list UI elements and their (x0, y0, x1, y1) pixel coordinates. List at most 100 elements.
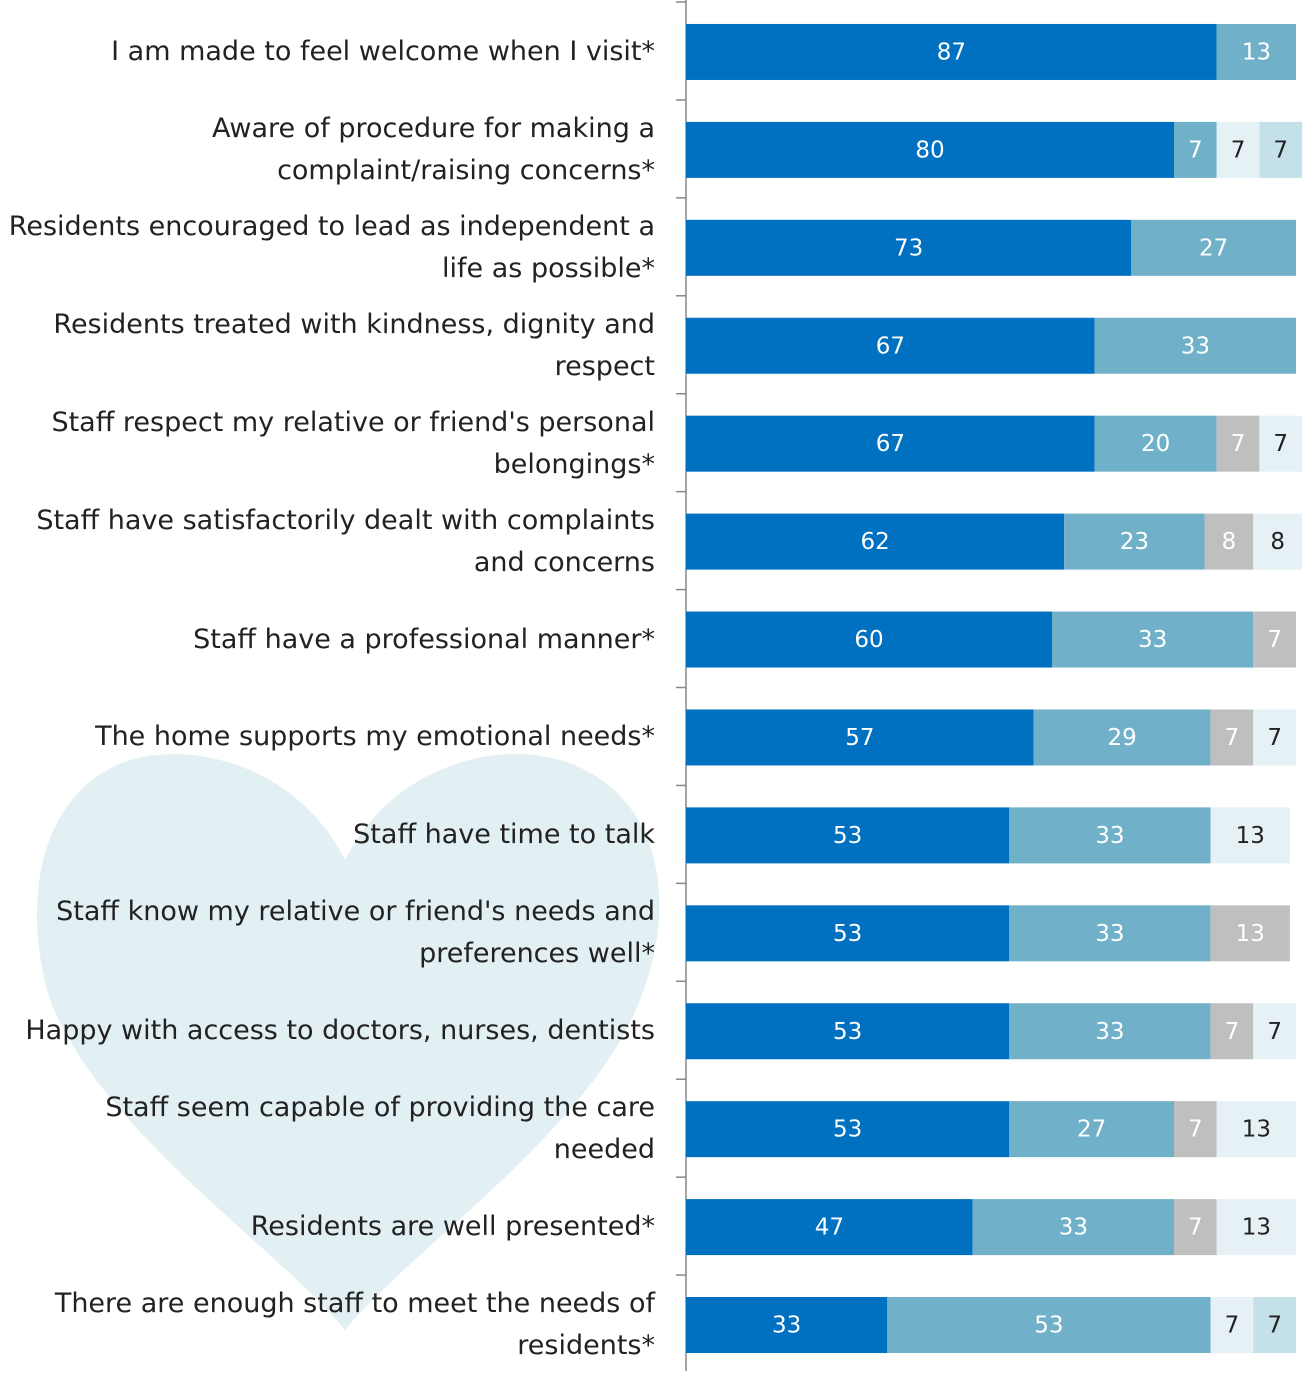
bar-segment (1216, 121, 1260, 178)
category-label: Staff know my relative or friend's needs… (0, 884, 655, 982)
value-label: 7 (1267, 725, 1282, 751)
category-text: Residents are well presented* (250, 1211, 655, 1243)
bar-segment (1131, 219, 1296, 276)
bar-segment (1009, 807, 1211, 864)
bar-segment (1253, 513, 1303, 570)
bar-segment (1253, 1297, 1296, 1354)
bar-segment (686, 513, 1065, 570)
bar-segment (1216, 23, 1296, 80)
bar-segment (686, 1199, 973, 1256)
category-text: Staff seem capable of providing the care… (105, 1092, 655, 1166)
bar-segment (686, 1101, 1010, 1158)
category-text: Staff have satisfactorily dealt with com… (36, 504, 655, 578)
value-label: 7 (1188, 1215, 1203, 1241)
bar-segment (686, 219, 1132, 276)
bar-segment (1009, 1101, 1174, 1158)
value-label: 33 (1095, 1019, 1124, 1045)
category-text: Aware of procedure for making a complain… (212, 112, 655, 186)
category-label: Staff have time to talk (0, 786, 655, 884)
category-text: The home supports my emotional needs* (95, 721, 655, 753)
value-label: 53 (833, 921, 862, 947)
value-label: 7 (1231, 137, 1246, 163)
category-text: Staff respect my relative or friend's pe… (51, 406, 655, 480)
value-label: 7 (1267, 627, 1282, 653)
value-label: 20 (1141, 431, 1170, 457)
value-label: 73 (894, 235, 923, 261)
bar-segment (686, 709, 1034, 766)
bar-segment (686, 905, 1010, 962)
bar-segment (1052, 611, 1254, 668)
category-label: Aware of procedure for making a complain… (0, 101, 655, 199)
value-label: 87 (937, 39, 966, 65)
bar-segment (1210, 1297, 1254, 1354)
category-text: Residents encouraged to lead as independ… (8, 210, 655, 284)
bar-segment (1259, 415, 1303, 472)
category-label: There are enough staff to meet the needs… (0, 1276, 655, 1374)
value-label: 53 (833, 1117, 862, 1143)
value-label: 13 (1242, 1117, 1271, 1143)
bar-segment (1204, 513, 1254, 570)
category-label: I am made to feel welcome when I visit* (0, 3, 655, 101)
value-label: 7 (1231, 431, 1246, 457)
value-label: 13 (1236, 823, 1265, 849)
category-text: Staff know my relative or friend's needs… (56, 896, 655, 970)
category-label: Residents encouraged to lead as independ… (0, 199, 655, 297)
bar-segment (1210, 709, 1254, 766)
value-label: 7 (1273, 137, 1288, 163)
value-label: 7 (1225, 725, 1240, 751)
bar-segment (1253, 709, 1296, 766)
bar-segment (1174, 1199, 1217, 1256)
category-text: Residents treated with kindness, dignity… (53, 308, 655, 382)
category-label: Staff respect my relative or friend's pe… (0, 395, 655, 493)
bar-segment (972, 1199, 1174, 1256)
category-label: The home supports my emotional needs* (0, 689, 655, 787)
value-label: 33 (1138, 627, 1167, 653)
value-label: 7 (1225, 1313, 1240, 1339)
bar-segment (1210, 905, 1290, 962)
bar-segment (1094, 317, 1296, 374)
heart-decoration (36, 754, 660, 1330)
bar-segment (1210, 807, 1290, 864)
category-label: Staff have a professional manner* (0, 591, 655, 689)
value-label: 13 (1242, 1215, 1271, 1241)
category-label: Residents treated with kindness, dignity… (0, 297, 655, 395)
category-text: Happy with access to doctors, nurses, de… (25, 1015, 655, 1047)
bar-segment (686, 1297, 888, 1354)
bar-segment (1253, 1003, 1296, 1060)
category-label: Residents are well presented* (0, 1178, 655, 1276)
value-label: 53 (1034, 1313, 1063, 1339)
value-label: 23 (1120, 529, 1149, 555)
bar-segment (686, 23, 1217, 80)
bar-segment (686, 317, 1095, 374)
value-label: 7 (1225, 1019, 1240, 1045)
bar-segment (1216, 415, 1260, 472)
value-label: 33 (772, 1313, 801, 1339)
bar-segment (1064, 513, 1205, 570)
value-label: 62 (860, 529, 889, 555)
bar-segment (1210, 1003, 1254, 1060)
bar-segment (686, 121, 1174, 178)
value-label: 33 (1181, 333, 1210, 359)
value-label: 57 (845, 725, 874, 751)
bar-segment (887, 1297, 1211, 1354)
value-label: 7 (1188, 1117, 1203, 1143)
category-text: Staff have a professional manner* (193, 623, 655, 655)
bar-segment (1174, 121, 1217, 178)
bar-segment (1033, 709, 1211, 766)
value-label: 13 (1236, 921, 1265, 947)
category-label: Happy with access to doctors, nurses, de… (0, 982, 655, 1080)
bar-segment (686, 1003, 1010, 1060)
bar-segment (1009, 905, 1211, 962)
value-label: 29 (1108, 725, 1137, 751)
value-label: 60 (854, 627, 883, 653)
value-label: 80 (915, 137, 944, 163)
value-label: 7 (1188, 137, 1203, 163)
value-label: 47 (815, 1215, 844, 1241)
value-label: 67 (876, 431, 905, 457)
value-label: 27 (1077, 1117, 1106, 1143)
bar-segment (1216, 1101, 1296, 1158)
value-label: 7 (1273, 431, 1288, 457)
value-label: 33 (1095, 823, 1124, 849)
